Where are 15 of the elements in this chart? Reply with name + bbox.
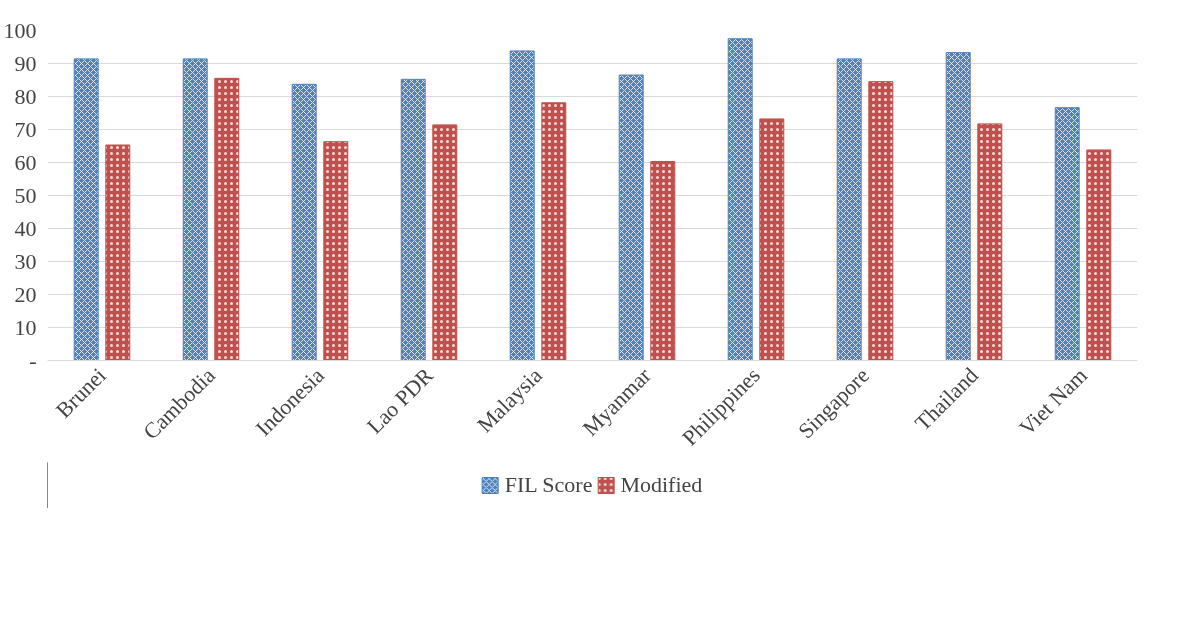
y-tick-label: 80 — [14, 83, 37, 109]
y-tick-label: 60 — [14, 149, 37, 175]
y-tick-label: 90 — [14, 50, 37, 76]
y-tick-label: 70 — [14, 116, 37, 142]
y-tick-label: 10 — [14, 314, 37, 340]
x-tick-label: Lao PDR — [361, 362, 439, 439]
y-tick-label: 20 — [14, 281, 37, 307]
x-tick-label: Viet Nam — [1014, 362, 1092, 441]
y-tick-label: 30 — [14, 248, 37, 274]
y-tick-label: 40 — [14, 215, 37, 241]
y-tick-label: - — [29, 347, 37, 373]
y-tick-label: 100 — [3, 17, 37, 43]
y-tick-label: 50 — [14, 182, 37, 208]
legend-label: FIL Score — [504, 472, 593, 498]
legend-label: Modified — [620, 472, 703, 498]
